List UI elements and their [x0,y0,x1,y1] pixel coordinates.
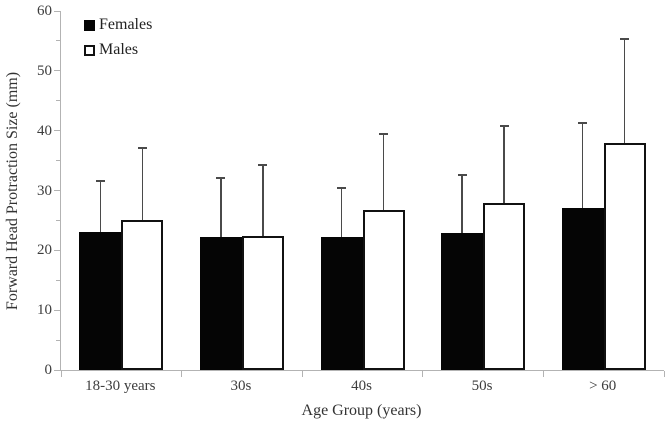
x-category-label: 30s [230,378,252,394]
y-tick-label: 30 [37,182,52,199]
x-axis-title: Age Group (years) [301,402,422,419]
y-minor-tick-mark [56,40,60,42]
y-tick-mark [54,190,60,191]
x-tick-mark [542,371,544,377]
y-tick-label: 0 [44,362,53,378]
x-tick-mark [663,371,665,377]
y-minor-tick-mark [56,219,60,221]
legend-item-females: Females [84,14,152,36]
error-bar-cap [379,133,388,136]
y-minor-tick-mark [56,100,60,102]
legend-label: Males [99,41,139,58]
y-tick-mark [54,249,60,251]
error-bar-line [461,176,463,233]
bar-females-5 [561,208,604,370]
y-minor-tick-mark [56,339,60,341]
error-bar-cap [620,37,630,40]
bar-males-4 [483,203,526,370]
x-category-label: > 60 [589,378,617,394]
y-tick-mark [54,369,60,371]
error-bar-cap [258,163,268,166]
bar-males-2 [241,235,284,370]
males-swatch-icon [84,44,95,56]
x-tick-mark [181,371,183,377]
x-category-label: 18-30 years [85,378,156,394]
y-tick-label: 50 [37,62,52,79]
error-bar-line [141,148,144,220]
x-category-label: 50s [471,378,493,394]
error-bar-line [99,181,102,232]
error-bar-line [340,189,343,238]
bar-males-1 [121,219,164,370]
y-tick-mark [54,309,60,311]
x-tick-mark [60,371,62,377]
y-tick-label: 60 [37,3,52,19]
x-category-label: 40s [351,378,372,394]
bar-females-2 [199,237,242,370]
error-bar-cap [457,174,467,177]
females-swatch-icon [84,19,95,31]
y-tick-mark [54,130,60,132]
error-bar-line [262,165,264,236]
bar-females-4 [441,232,484,370]
error-bar-line [623,39,626,143]
y-tick-label: 20 [37,242,52,259]
error-bar-line [382,135,385,211]
x-tick-mark [422,371,424,377]
y-tick-mark [54,10,60,12]
x-tick-mark [301,371,303,377]
error-bar-cap [137,146,147,149]
error-bar-line [503,127,505,204]
error-bar-cap [337,187,346,190]
error-bar-line [220,179,222,238]
y-minor-tick-mark [56,160,60,162]
bar-females-1 [79,231,122,370]
legend-item-males: Males [84,39,152,61]
legend-label: Females [99,16,153,33]
plot-area [54,10,665,377]
error-bar-cap [578,121,588,124]
bar-females-3 [320,237,363,370]
bar-males-5 [603,142,646,370]
error-bar-cap [499,125,509,128]
bar-males-3 [362,210,405,370]
y-tick-label: 10 [37,302,52,319]
y-minor-tick-mark [56,279,60,281]
legend: Females Males [84,14,152,61]
y-tick-label: 40 [37,122,52,139]
y-tick-mark [54,70,60,72]
error-bar-cap [95,179,105,182]
error-bar-cap [216,177,226,180]
error-bar-line [581,123,584,209]
